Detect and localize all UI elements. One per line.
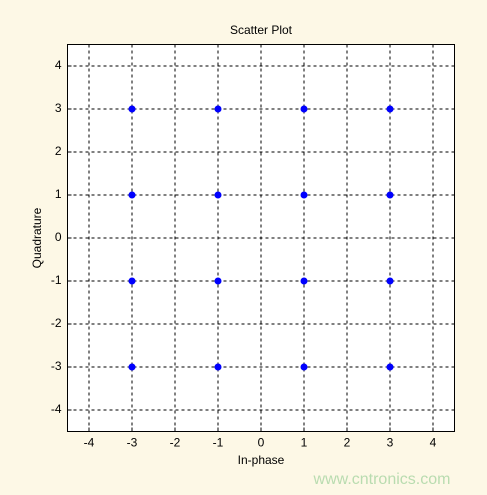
point [300,363,308,371]
chart-title: Scatter Plot [230,23,293,37]
x-tick-label: 2 [344,436,351,450]
point [128,363,136,371]
y-tick-label: 4 [55,58,62,72]
point [300,105,308,113]
point [128,191,136,199]
x-tick-label: -2 [170,436,181,450]
point [300,277,308,285]
point [214,277,222,285]
x-tick-label: 4 [430,436,437,450]
y-tick-label: -4 [51,402,62,416]
point [386,363,394,371]
point [386,277,394,285]
y-tick-label: -1 [51,273,62,287]
x-axis-label: In-phase [238,453,285,467]
watermark: www.cntronics.com [313,471,451,488]
y-axis-label: Quadrature [30,207,44,268]
y-tick-label: 3 [55,101,62,115]
point [214,191,222,199]
point [300,191,308,199]
x-tick-label: 0 [258,436,265,450]
y-tick-label: -3 [51,359,62,373]
x-tick-label: -1 [213,436,224,450]
point [214,363,222,371]
point [128,277,136,285]
x-tick-label: -3 [127,436,138,450]
x-tick-label: 1 [301,436,308,450]
point [386,105,394,113]
y-tick-label: 0 [55,230,62,244]
point [128,105,136,113]
y-tick-label: -2 [51,316,62,330]
y-tick-label: 1 [55,187,62,201]
x-tick-label: 3 [387,436,394,450]
y-tick-label: 2 [55,144,62,158]
x-tick-label: -4 [84,436,95,450]
point [214,105,222,113]
point [386,191,394,199]
